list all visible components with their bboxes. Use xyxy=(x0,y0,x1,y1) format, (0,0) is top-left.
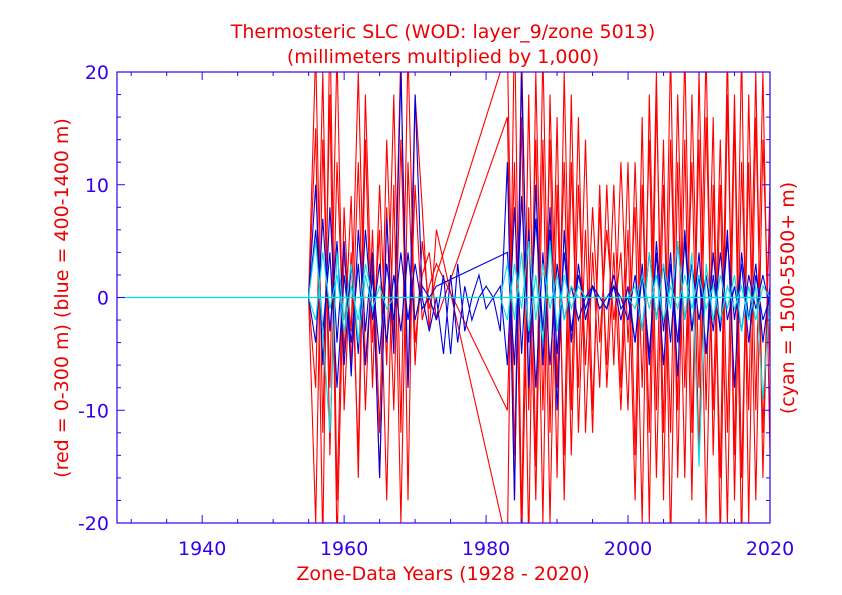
y-tick-label: -10 xyxy=(78,400,109,422)
series-line-7 xyxy=(308,241,770,467)
y-axis-label-left: (red = 0-300 m) (blue = 400-1400 m) xyxy=(51,118,73,478)
x-tick-label: 2020 xyxy=(746,538,794,560)
y-tick-label: 20 xyxy=(85,62,109,84)
x-tick-labels: 1940 1960 1980 2000 2020 xyxy=(178,538,794,560)
y-tick-label: -20 xyxy=(78,513,109,535)
chart-title-line-1: Thermosteric SLC (WOD: layer_9/zone 5013… xyxy=(230,21,656,43)
y-axis-label-right: (cyan = 1500-5500+ m) xyxy=(777,182,799,414)
y-tick-label: 10 xyxy=(85,175,109,197)
chart-title-line-2: (millimeters multiplied by 1,000) xyxy=(287,46,599,68)
x-axis-label: Zone-Data Years (1928 - 2020) xyxy=(296,563,589,585)
y-tick-label: 0 xyxy=(97,288,109,310)
x-tick-label: 1960 xyxy=(320,538,368,560)
x-tick-label: 1980 xyxy=(462,538,510,560)
series-layer xyxy=(117,72,770,523)
tick-layer xyxy=(117,71,771,524)
x-tick-label: 1940 xyxy=(178,538,226,560)
x-tick-label: 2000 xyxy=(604,538,652,560)
y-tick-labels: -20 -10 0 10 20 xyxy=(78,62,109,535)
